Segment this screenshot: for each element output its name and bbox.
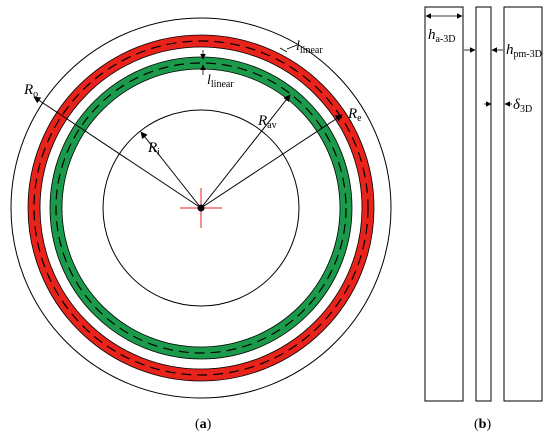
label-hpm3D: hpm-3D [506,42,542,60]
outer-boundary-circle [10,17,392,399]
red-ring-dashed-centerline [33,40,369,376]
arrow-Rav [200,94,291,209]
panel-b: ha-3D hpm-3D δ3D (b) [424,6,543,432]
label-Rav: Rav [257,113,277,131]
label-Re: Re [347,106,362,124]
arrow-Ro [33,96,202,209]
label-llinear-mid: llinear [207,73,234,90]
strip-a-3D [424,6,464,402]
inner-circle [102,109,300,307]
strip-air-3D [503,6,543,402]
arrow-Ri [140,131,202,209]
caption-b: (b) [474,417,491,432]
green-ring-dashed-centerline [55,62,347,354]
panel-a: Ro Ri Rav Re llinear llinear (a) [10,17,392,432]
llinear-top-pointer [286,44,298,50]
red-ring-inner-edge [39,46,363,370]
caption-a: (a) [195,417,212,432]
arrow-Re [200,114,343,209]
red-ring-outer-edge [27,34,375,382]
label-ha3D: ha-3D [428,27,456,45]
label-Ri: Ri [147,140,160,158]
llinear-top-tick [279,47,288,53]
label-Ro: Ro [23,82,38,100]
label-llinear-top: llinear [296,39,323,56]
label-delta3D: δ3D [513,97,532,115]
strip-pm-3D [475,6,492,402]
